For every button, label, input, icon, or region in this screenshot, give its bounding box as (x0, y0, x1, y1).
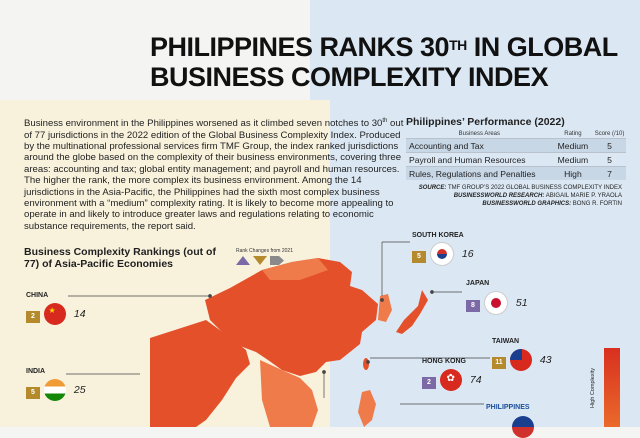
arrow-down-icon (253, 256, 267, 265)
rank-value: 43 (539, 354, 552, 366)
india-flag-icon (44, 379, 67, 401)
graphics-label: BUSINESSWORLD GRAPHICS: (482, 201, 572, 207)
country-name: HONG KONG (422, 358, 466, 365)
country-philippines: PHILIPPINES (486, 404, 534, 438)
arrow-right-icon (270, 256, 284, 265)
country-south-korea: SOUTH KOREA 5 16 (412, 232, 474, 266)
col-business-areas: Business Areas (458, 131, 501, 137)
cell-score: 5 (593, 152, 626, 167)
intro-sup: th (382, 118, 388, 124)
table-row: Accounting and Tax Medium 5 (406, 138, 626, 153)
rank-value: 16 (461, 248, 474, 260)
cell-rating: Medium (552, 138, 594, 153)
country-china: CHINA 2 ★ 14 (26, 292, 86, 325)
country-name: INDIA (26, 368, 46, 375)
cell-score: 7 (593, 166, 626, 180)
performance-table: Business Areas Rating Score (/10) Accoun… (406, 130, 626, 180)
intro-text-b: out of 77 jurisdictions in the 2022 edit… (24, 118, 404, 232)
south-korea-flag-icon (430, 242, 455, 266)
credits: SOURCE: TMF GROUP’S 2022 GLOBAL BUSINESS… (362, 184, 622, 208)
title-line1-end: IN GLOBAL (466, 32, 619, 62)
intro-paragraph: Business environment in the Philippines … (24, 116, 404, 232)
table-row: Payroll and Human Resources Medium 5 (406, 152, 626, 167)
research-text: ABIGAIL MARIE P. YRAOLA (545, 193, 622, 199)
title-line2: BUSINESS COMPLEXITY INDEX (150, 62, 549, 92)
rank-value: 74 (469, 374, 482, 386)
japan-flag-icon (484, 291, 509, 315)
hong-kong-flag-icon: ✿ (440, 369, 463, 391)
china-flag-icon: ★ (44, 303, 67, 325)
cell-area: Accounting and Tax (406, 138, 553, 153)
performance-title: Philippines’ Performance (2022) (406, 116, 565, 128)
country-name: PHILIPPINES (486, 404, 530, 411)
cell-rating: Medium (552, 152, 594, 167)
country-taiwan: TAIWAN 11 43 (492, 338, 552, 371)
cell-area: Payroll and Human Resources (406, 152, 553, 167)
performance-table-block: Philippines’ Performance (2022) Business… (406, 116, 626, 180)
title-line1: PHILIPPINES RANKS 30 (150, 32, 450, 62)
country-japan: JAPAN 8 51 (466, 280, 528, 315)
cell-score: 5 (593, 138, 626, 153)
arrow-up-icon (236, 256, 250, 265)
rank-change-badge: 11 (492, 357, 506, 370)
rank-value: 14 (73, 308, 86, 320)
rank-change-badge: 2 (422, 377, 436, 390)
rank-change-badge: 5 (412, 251, 426, 264)
rank-value: 51 (515, 297, 528, 309)
graphics-text: BONG R. FORTIN (572, 201, 622, 207)
research-label: BUSINESSWORLD RESEARCH: (453, 193, 545, 199)
country-india: INDIA 5 25 (26, 368, 86, 401)
complexity-scale-bar (604, 348, 620, 427)
rankings-title: Business Complexity Rankings (out of 77)… (24, 246, 216, 270)
col-rating: Rating (564, 131, 582, 137)
country-name: JAPAN (466, 280, 490, 287)
source-label: SOURCE: (418, 185, 447, 191)
rank-value: 25 (73, 384, 86, 396)
philippines-flag-icon (512, 416, 534, 438)
rank-change-badge: 8 (466, 300, 480, 313)
cell-rating: High (552, 166, 594, 180)
rank-change-legend: Rank Changes from 2021 (236, 248, 306, 265)
source-text: TMF GROUP’S 2022 GLOBAL BUSINESS COMPLEX… (447, 185, 622, 191)
country-name: SOUTH KOREA (412, 232, 464, 239)
rank-change-badge: 2 (26, 311, 40, 324)
intro-text-a: Business environment in the Philippines … (24, 118, 383, 130)
country-name: TAIWAN (492, 338, 520, 345)
legend-label: Rank Changes from 2021 (236, 248, 293, 254)
country-hong-kong: HONG KONG 2 ✿ 74 (422, 358, 482, 391)
country-name: CHINA (26, 292, 49, 299)
rank-change-badge: 5 (26, 387, 40, 400)
page-title: PHILIPPINES RANKS 30TH IN GLOBAL BUSINES… (150, 32, 630, 92)
col-score: Score (/10) (594, 131, 625, 137)
cell-area: Rules, Regulations and Penalties (406, 166, 553, 180)
scale-label: High Complexity (590, 367, 596, 408)
title-sup: TH (449, 37, 467, 53)
taiwan-flag-icon (510, 349, 533, 371)
table-row: Rules, Regulations and Penalties High 7 (406, 166, 626, 180)
